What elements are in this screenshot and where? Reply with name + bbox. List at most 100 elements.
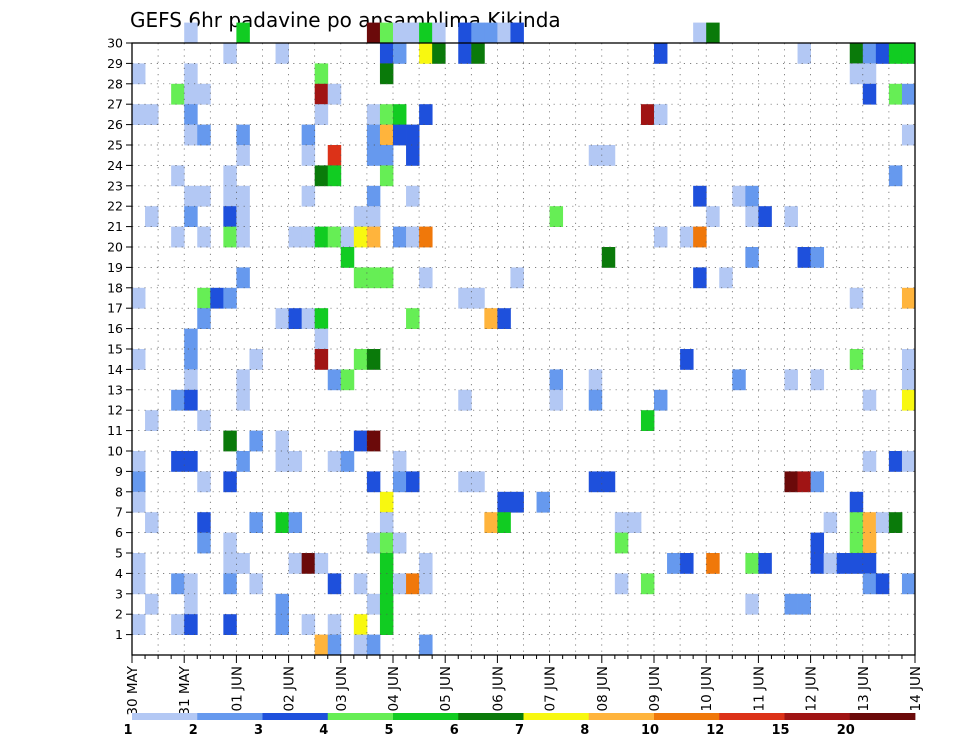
heatmap-cell — [862, 573, 877, 595]
heatmap-cell — [497, 512, 511, 533]
heatmap-cell — [497, 491, 511, 513]
heatmap-cell — [901, 83, 916, 105]
y-tick-label: 11 — [107, 423, 123, 438]
heatmap-cell — [458, 43, 472, 64]
heatmap-cell — [223, 553, 237, 574]
heatmap-cell — [132, 614, 146, 635]
heatmap-cell — [654, 226, 668, 248]
heatmap-cell — [223, 287, 237, 309]
x-tick-label: 08 JUN — [595, 666, 611, 711]
y-tick-label: 1 — [115, 627, 123, 642]
x-tick-label: 03 JUN — [334, 666, 350, 711]
heatmap-cell — [353, 614, 368, 635]
colorbar-swatch — [719, 713, 785, 720]
heatmap-cell — [353, 226, 368, 248]
y-tick-label: 10 — [107, 444, 123, 459]
y-tick-label: 5 — [115, 546, 123, 561]
heatmap-cell — [706, 553, 720, 574]
heatmap-cell — [314, 165, 329, 187]
heatmap-cell — [288, 553, 303, 574]
heatmap-cell — [888, 83, 903, 105]
heatmap-cell — [223, 430, 237, 452]
x-tick-label: 04 JUN — [386, 666, 402, 711]
heatmap-cell — [640, 104, 655, 125]
heatmap-cell — [784, 593, 798, 615]
heatmap-cell — [171, 389, 185, 411]
heatmap-cell — [758, 206, 772, 227]
heatmap-cell — [132, 104, 146, 125]
heatmap-cell — [849, 43, 864, 64]
heatmap-cell — [862, 63, 877, 85]
heatmap-cell — [366, 145, 381, 166]
heatmap-cell — [171, 573, 185, 595]
heatmap-cell — [314, 63, 329, 85]
heatmap-cell — [366, 430, 381, 452]
heatmap-cell — [366, 185, 381, 207]
heatmap-cell — [458, 287, 472, 309]
heatmap-cell — [197, 83, 211, 105]
y-tick-label: 6 — [115, 525, 123, 540]
heatmap-cell — [197, 124, 211, 146]
heatmap-cell — [654, 389, 668, 411]
heatmap-cell — [836, 553, 851, 574]
heatmap-cell — [849, 491, 864, 513]
heatmap-cell — [327, 226, 342, 248]
heatmap-cell — [419, 43, 433, 64]
heatmap-cell — [745, 593, 759, 615]
heatmap-cell — [301, 185, 316, 207]
heatmap-cell — [745, 247, 759, 268]
heatmap-cell — [171, 226, 185, 248]
heatmap-cell — [236, 267, 250, 289]
heatmap-cell — [314, 226, 329, 248]
heatmap-cell — [366, 206, 381, 227]
heatmap-cell — [888, 43, 903, 64]
heatmap-cell — [184, 573, 198, 595]
heatmap-cell — [184, 185, 198, 207]
heatmap-cell — [197, 185, 211, 207]
y-tick-label: 17 — [107, 301, 123, 316]
heatmap-cell — [236, 451, 250, 472]
heatmap-cell — [132, 451, 146, 472]
heatmap-cell — [536, 491, 550, 513]
heatmap-cell — [132, 491, 146, 513]
heatmap-cell — [719, 267, 733, 289]
heatmap-cell — [223, 532, 237, 554]
heatmap-cell — [588, 471, 603, 493]
heatmap-cell — [406, 145, 420, 166]
heatmap-cell — [693, 22, 707, 44]
heatmap-cell — [549, 369, 564, 391]
heatmap-cell — [275, 430, 289, 452]
colorbar-swatch — [132, 713, 198, 720]
heatmap-cell — [379, 491, 394, 513]
heatmap-cell — [875, 573, 890, 595]
heatmap-cell — [197, 532, 211, 554]
heatmap-cell — [797, 43, 811, 64]
heatmap-cell — [184, 451, 198, 472]
heatmap-cell — [784, 471, 798, 493]
colorbar-label: 12 — [706, 723, 724, 738]
heatmap-cell — [458, 389, 472, 411]
heatmap-cell — [471, 43, 485, 64]
heatmap-cell — [171, 165, 185, 187]
heatmap-cell — [888, 512, 903, 533]
heatmap-cell — [171, 83, 185, 105]
colorbar-legend: 1 2 3 4 5 6 7 8 10 12 15 20 — [123, 713, 916, 738]
colorbar-label: 6 — [450, 723, 459, 738]
heatmap-cell — [366, 349, 381, 370]
heatmap-cell — [849, 512, 864, 533]
heatmap-cell — [601, 471, 616, 493]
x-tick-label: 01 JUN — [229, 666, 245, 711]
y-tick-label: 26 — [107, 117, 123, 132]
y-axis: 1234567891011121314151617181920212223242… — [107, 36, 132, 642]
heatmap-cell — [249, 349, 263, 370]
heatmap-cell — [614, 512, 629, 533]
heatmap-cell — [784, 369, 798, 391]
heatmap-cell — [249, 430, 263, 452]
heatmap-cell — [614, 532, 629, 554]
heatmap-cell — [627, 512, 642, 533]
heatmap-cell — [758, 553, 772, 574]
x-tick-label: 06 JUN — [490, 666, 506, 711]
heatmap-cell — [406, 471, 420, 493]
heatmap-cell — [823, 512, 838, 533]
